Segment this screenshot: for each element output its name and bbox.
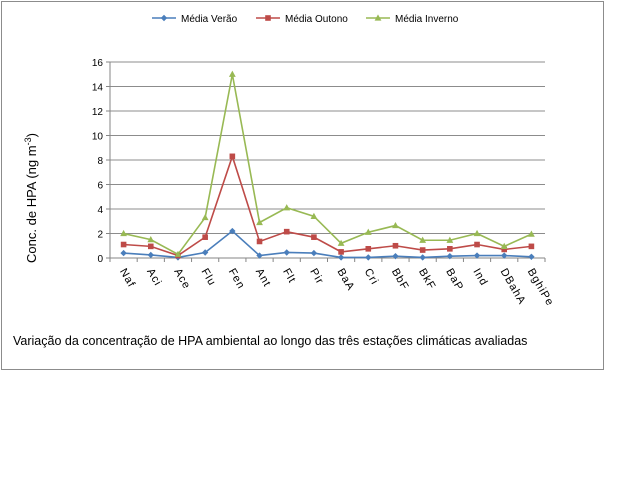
legend-label: Média Verão (181, 14, 238, 25)
data-point (147, 251, 154, 259)
data-point (228, 70, 236, 77)
data-point (447, 246, 453, 252)
data-point (338, 249, 344, 255)
data-point (419, 254, 426, 261)
data-point (474, 241, 480, 248)
y-axis-ticks: 0 2 4 6 8 10 12 14 16 (92, 58, 104, 265)
data-point (473, 252, 481, 259)
x-tick-label: Cri (362, 267, 381, 288)
data-point (201, 213, 209, 221)
data-point (419, 247, 426, 253)
data-point (283, 204, 291, 211)
data-point (120, 249, 127, 257)
data-point (147, 236, 155, 243)
x-tick-label: Ant (253, 267, 273, 290)
x-tick-label: Naf (117, 267, 137, 290)
x-tick-label: DBahA (498, 267, 528, 308)
y-tick-label: 8 (97, 156, 103, 167)
data-point (337, 254, 345, 261)
data-point (364, 228, 372, 235)
legend-marker (265, 15, 271, 21)
y-tick-label: 0 (97, 254, 103, 265)
legend-item: Média Verão (152, 14, 238, 25)
data-point (174, 250, 182, 257)
y-tick-label: 16 (92, 58, 104, 69)
legend-item: Média Inverno (366, 14, 459, 25)
data-point (501, 252, 508, 259)
x-tick-label: BaP (443, 267, 465, 294)
legend-label: Média Outono (285, 14, 348, 25)
series-line (123, 230, 532, 259)
data-point (528, 243, 535, 250)
x-tick-label: BbF (389, 267, 411, 293)
data-point (473, 229, 481, 237)
series-line (123, 153, 532, 257)
data-point (528, 253, 535, 260)
y-tick-label: 2 (97, 230, 103, 241)
data-point (446, 236, 454, 243)
legend-label: Média Inverno (395, 14, 459, 25)
x-tick-label: Flt (280, 267, 298, 286)
data-point (365, 246, 372, 252)
series-layer (120, 70, 535, 261)
legend: Média Verão Média Outono Média Inverno (152, 14, 459, 25)
data-point (229, 227, 236, 235)
y-tick-label: 6 (97, 181, 103, 192)
figure-caption: Variação da concentração de HPA ambienta… (13, 334, 528, 348)
series-line (123, 74, 532, 256)
data-point (256, 238, 263, 245)
x-tick-label: Ace (171, 267, 192, 292)
data-point (256, 252, 263, 259)
data-point (310, 212, 318, 219)
data-point (310, 249, 318, 257)
x-tick-label: BaA (334, 267, 356, 294)
y-tick-label: 10 (92, 132, 104, 143)
x-tick-label: Aci (144, 267, 164, 289)
legend-marker (160, 14, 168, 22)
series-square (120, 153, 535, 259)
data-point (501, 246, 508, 253)
series-triangle (120, 70, 535, 257)
y-tick-label: 4 (97, 205, 103, 216)
legend-item: Média Outono (256, 14, 348, 25)
data-point (500, 242, 508, 249)
series-diamond (120, 227, 535, 261)
data-point (229, 153, 236, 160)
data-point (256, 218, 263, 226)
y-tick-label: 12 (92, 107, 104, 118)
x-tick-label: Pir (307, 267, 326, 287)
x-tick-label: Ind (470, 267, 490, 289)
data-point (528, 230, 535, 237)
data-point (392, 221, 399, 229)
y-axis-label: Conc. de HPA (ng m-3) (23, 133, 39, 263)
data-point (147, 243, 154, 250)
data-point (392, 242, 399, 249)
data-point (419, 236, 427, 243)
data-point (201, 249, 209, 256)
data-point (202, 234, 208, 240)
data-point (392, 252, 399, 260)
legend-marker (374, 14, 382, 21)
data-point (283, 228, 290, 235)
x-tick-label: BghiPe (525, 267, 556, 309)
data-point (120, 241, 127, 248)
y-tick-label: 14 (92, 83, 104, 94)
x-axis-ticks: Naf Aci Ace Flu Fen Ant Flt Pir BaA Cri BbF BkF BaP I… (117, 267, 556, 309)
x-tick-label: Fen (226, 267, 247, 292)
grid (106, 61, 546, 262)
data-point (446, 252, 454, 260)
data-point (311, 234, 317, 240)
data-point (283, 249, 290, 256)
data-point (365, 254, 372, 261)
data-point (337, 239, 345, 246)
data-point (120, 229, 127, 237)
x-tick-label: Flu (199, 267, 219, 289)
x-tick-label: BkF (416, 267, 438, 293)
